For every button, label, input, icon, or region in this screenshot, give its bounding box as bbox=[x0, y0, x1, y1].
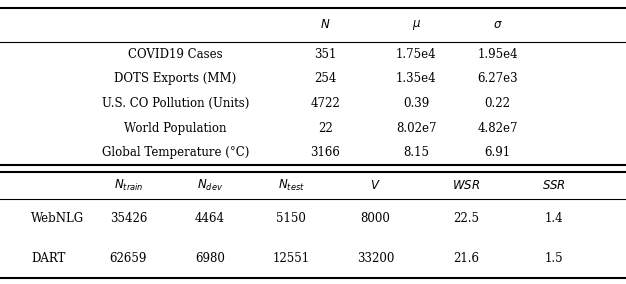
Text: $\sigma$: $\sigma$ bbox=[493, 18, 503, 32]
Text: 62659: 62659 bbox=[110, 252, 147, 265]
Text: 6.91: 6.91 bbox=[485, 146, 511, 159]
Text: 6980: 6980 bbox=[195, 252, 225, 265]
Text: 1.4: 1.4 bbox=[545, 212, 563, 225]
Text: 8.02e7: 8.02e7 bbox=[396, 122, 436, 135]
Text: 22.5: 22.5 bbox=[453, 212, 480, 225]
Text: 8.15: 8.15 bbox=[403, 146, 429, 159]
Text: WebNLG: WebNLG bbox=[31, 212, 85, 225]
Text: $\mu$: $\mu$ bbox=[412, 18, 421, 32]
Text: 12551: 12551 bbox=[272, 252, 310, 265]
Text: 4.82e7: 4.82e7 bbox=[478, 122, 518, 135]
Text: 6.27e3: 6.27e3 bbox=[478, 72, 518, 85]
Text: $SSR$: $SSR$ bbox=[542, 179, 566, 192]
Text: 0.22: 0.22 bbox=[485, 97, 511, 110]
Text: 33200: 33200 bbox=[357, 252, 394, 265]
Text: 254: 254 bbox=[314, 72, 337, 85]
Text: 0.39: 0.39 bbox=[403, 97, 429, 110]
Text: $V$: $V$ bbox=[370, 179, 381, 192]
Text: 4722: 4722 bbox=[310, 97, 341, 110]
Text: 21.6: 21.6 bbox=[453, 252, 480, 265]
Text: DART: DART bbox=[31, 252, 66, 265]
Text: 1.5: 1.5 bbox=[545, 252, 563, 265]
Text: 4464: 4464 bbox=[195, 212, 225, 225]
Text: Global Temperature (°C): Global Temperature (°C) bbox=[101, 146, 249, 159]
Text: 1.35e4: 1.35e4 bbox=[396, 72, 436, 85]
Text: $N_{dev}$: $N_{dev}$ bbox=[197, 178, 223, 193]
Text: $N_{train}$: $N_{train}$ bbox=[114, 178, 143, 193]
Text: World Population: World Population bbox=[124, 122, 227, 135]
Text: U.S. CO Pollution (Units): U.S. CO Pollution (Units) bbox=[101, 97, 249, 110]
Text: 1.95e4: 1.95e4 bbox=[478, 48, 518, 61]
Text: $N$: $N$ bbox=[321, 18, 331, 32]
Text: 3166: 3166 bbox=[310, 146, 341, 159]
Text: COVID19 Cases: COVID19 Cases bbox=[128, 48, 223, 61]
Text: 8000: 8000 bbox=[361, 212, 391, 225]
Text: $N_{test}$: $N_{test}$ bbox=[278, 178, 304, 193]
Text: 1.75e4: 1.75e4 bbox=[396, 48, 436, 61]
Text: 22: 22 bbox=[318, 122, 333, 135]
Text: DOTS Exports (MM): DOTS Exports (MM) bbox=[114, 72, 237, 85]
Text: 35426: 35426 bbox=[110, 212, 147, 225]
Text: 5150: 5150 bbox=[276, 212, 306, 225]
Text: 351: 351 bbox=[314, 48, 337, 61]
Text: $WSR$: $WSR$ bbox=[453, 179, 480, 192]
